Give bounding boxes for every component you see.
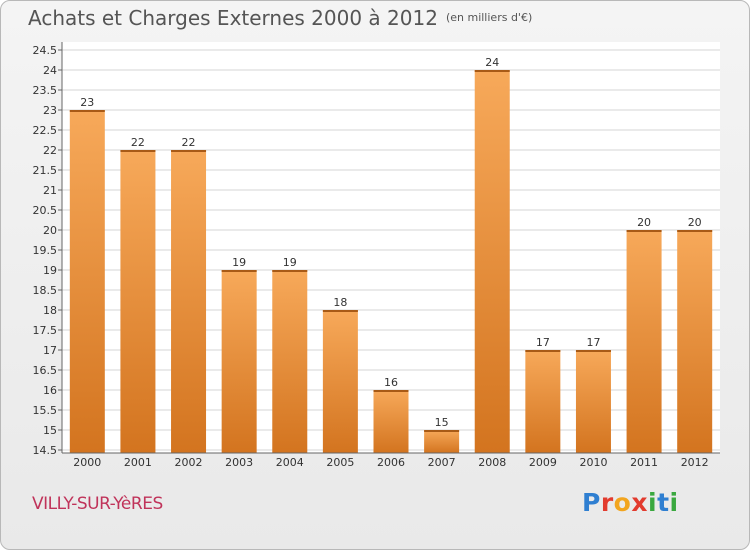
x-tick-label-2005: 2005 xyxy=(326,456,354,469)
data-label-2009: 17 xyxy=(536,336,550,349)
logo-letter: P xyxy=(582,488,601,517)
y-tick-label: 18.5 xyxy=(33,284,58,297)
logo-letter: r xyxy=(600,488,614,517)
y-tick-label: 19.5 xyxy=(33,244,58,257)
x-tick-label-2001: 2001 xyxy=(124,456,152,469)
bar-2006 xyxy=(373,390,409,453)
y-tick-label: 21.5 xyxy=(33,164,58,177)
y-tick-label: 17.5 xyxy=(33,324,58,337)
bar-2008 xyxy=(474,70,510,453)
logo-letter: o xyxy=(613,488,632,517)
bar-top-edge xyxy=(69,110,105,112)
x-tick-label-2007: 2007 xyxy=(428,456,456,469)
y-tick-label: 22.5 xyxy=(33,124,58,137)
data-label-2007: 15 xyxy=(435,416,449,429)
x-tick-label-2004: 2004 xyxy=(276,456,304,469)
city-name: VILLY-SUR-YèRES xyxy=(32,494,163,514)
proxiti-logo: Proxiti xyxy=(582,488,679,517)
x-tick-label-2006: 2006 xyxy=(377,456,405,469)
bar-2004 xyxy=(272,270,308,453)
y-tick-label: 22 xyxy=(43,144,57,157)
bar-top-edge xyxy=(171,150,207,152)
x-tick-label-2009: 2009 xyxy=(529,456,557,469)
x-tick-label-2003: 2003 xyxy=(225,456,253,469)
y-tick-label: 20.5 xyxy=(33,204,58,217)
data-label-2008: 24 xyxy=(485,56,499,69)
bar-2005 xyxy=(322,310,358,453)
data-label-2011: 20 xyxy=(637,216,651,229)
bar-top-edge xyxy=(221,270,257,272)
bar-top-edge xyxy=(575,350,611,352)
bar-top-edge xyxy=(272,270,308,272)
logo-letter: i xyxy=(648,488,658,517)
x-tick-label-2002: 2002 xyxy=(175,456,203,469)
chart-title-text: Achats et Charges Externes 2000 à 2012 xyxy=(28,6,438,30)
bar-top-edge xyxy=(322,310,358,312)
y-tick-label: 24.5 xyxy=(33,44,58,57)
logo-letter: i xyxy=(669,488,679,517)
data-label-2010: 17 xyxy=(586,336,600,349)
data-label-2003: 19 xyxy=(232,256,246,269)
bar-top-edge xyxy=(373,390,409,392)
bar-2001 xyxy=(120,150,156,453)
y-tick-label: 15 xyxy=(43,424,57,437)
y-tick-label: 18 xyxy=(43,304,57,317)
bar-top-edge xyxy=(120,150,156,152)
data-label-2000: 23 xyxy=(80,96,94,109)
bar-2010 xyxy=(575,350,611,453)
y-tick-label: 16 xyxy=(43,384,57,397)
chart-subtitle: (en milliers d'€) xyxy=(445,11,533,24)
bar-top-edge xyxy=(626,230,662,232)
y-tick-label: 23 xyxy=(43,104,57,117)
x-tick-label-2000: 2000 xyxy=(73,456,101,469)
x-tick-label-2011: 2011 xyxy=(630,456,658,469)
y-tick-label: 23.5 xyxy=(33,84,58,97)
y-tick-label: 19 xyxy=(43,264,57,277)
y-tick-label: 16.5 xyxy=(33,364,58,377)
bar-top-edge xyxy=(525,350,561,352)
bar-top-edge xyxy=(677,230,713,232)
bar-2009 xyxy=(525,350,561,453)
data-label-2002: 22 xyxy=(182,136,196,149)
bar-2000 xyxy=(69,110,105,453)
logo-letter: t xyxy=(657,488,670,517)
bar-2003 xyxy=(221,270,257,453)
chart-title: Achats et Charges Externes 2000 à 2012 (e… xyxy=(28,6,532,30)
bar-2007 xyxy=(424,430,460,453)
y-tick-label: 14.5 xyxy=(33,444,58,457)
y-tick-label: 20 xyxy=(43,224,57,237)
y-tick-label: 15.5 xyxy=(33,404,58,417)
data-label-2005: 18 xyxy=(333,296,347,309)
y-tick-label: 21 xyxy=(43,184,57,197)
x-tick-label-2008: 2008 xyxy=(478,456,506,469)
bar-2012 xyxy=(677,230,713,453)
logo-letter: x xyxy=(631,488,648,517)
data-label-2004: 19 xyxy=(283,256,297,269)
data-label-2006: 16 xyxy=(384,376,398,389)
data-label-2001: 22 xyxy=(131,136,145,149)
bar-top-edge xyxy=(474,70,510,72)
bar-2011 xyxy=(626,230,662,453)
bar-top-edge xyxy=(424,430,460,432)
x-tick-label-2012: 2012 xyxy=(681,456,709,469)
y-tick-label: 24 xyxy=(43,64,57,77)
bar-2002 xyxy=(171,150,207,453)
y-tick-label: 17 xyxy=(43,344,57,357)
x-tick-label-2010: 2010 xyxy=(579,456,607,469)
data-label-2012: 20 xyxy=(688,216,702,229)
